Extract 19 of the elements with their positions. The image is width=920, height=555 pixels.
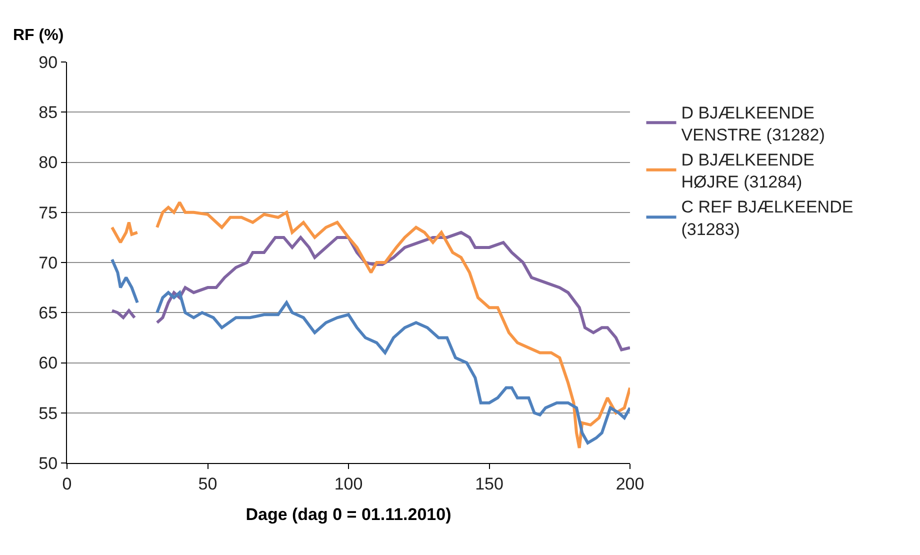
y-tick-label: 90 (38, 52, 58, 72)
y-tick-label: 50 (38, 454, 58, 473)
y-tick-label: 60 (38, 354, 58, 373)
x-tick-label: 200 (616, 474, 644, 494)
y-axis-title: RF (%) (13, 27, 64, 44)
y-tick-label: 85 (38, 103, 58, 122)
x-axis-title: Dage (dag 0 = 01.11.2010) (246, 504, 452, 524)
y-tick-label: 75 (38, 203, 58, 222)
y-tick-label: 80 (38, 153, 58, 172)
legend-label: D BJÆLKEENDE VENSTRE (31282) (681, 103, 825, 144)
y-tick-label: 65 (38, 304, 58, 323)
y-tick-label: 70 (38, 253, 58, 272)
x-tick-label: 50 (198, 474, 218, 494)
legend-label: C REF BJÆLKEENDE (31283) (681, 198, 854, 239)
y-tick-label: 55 (38, 404, 58, 423)
x-tick-label: 150 (475, 474, 504, 494)
x-tick-label: 0 (62, 474, 72, 494)
x-tick-label: 100 (334, 474, 363, 494)
legend-label: D BJÆLKEENDE HØJRE (31284) (681, 150, 814, 192)
